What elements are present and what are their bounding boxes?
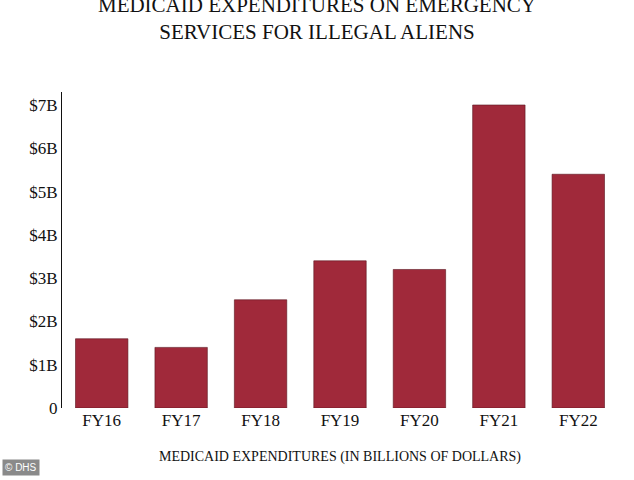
svg-text:$1B: $1B xyxy=(29,356,57,375)
svg-text:FY21: FY21 xyxy=(479,411,518,430)
svg-text:FY19: FY19 xyxy=(321,411,360,430)
svg-text:FY17: FY17 xyxy=(162,411,201,430)
svg-text:FY16: FY16 xyxy=(82,411,121,430)
svg-text:$4B: $4B xyxy=(29,226,57,245)
svg-text:$5B: $5B xyxy=(29,183,57,202)
svg-text:$3B: $3B xyxy=(29,269,57,288)
svg-text:$7B: $7B xyxy=(29,96,57,115)
svg-text:$2B: $2B xyxy=(29,312,57,331)
svg-text:MEDICAID EXPENDITURES ON EMERG: MEDICAID EXPENDITURES ON EMERGENCYSERVIC… xyxy=(98,0,536,44)
svg-text:FY20: FY20 xyxy=(400,411,439,430)
svg-text:MEDICAID EXPENDITURES (IN BILL: MEDICAID EXPENDITURES (IN BILLIONS OF DO… xyxy=(159,449,521,465)
svg-text:0: 0 xyxy=(49,399,58,418)
svg-text:© DHS: © DHS xyxy=(5,462,37,473)
svg-text:$6B: $6B xyxy=(29,139,57,158)
svg-text:FY18: FY18 xyxy=(241,411,280,430)
svg-text:FY22: FY22 xyxy=(559,411,598,430)
